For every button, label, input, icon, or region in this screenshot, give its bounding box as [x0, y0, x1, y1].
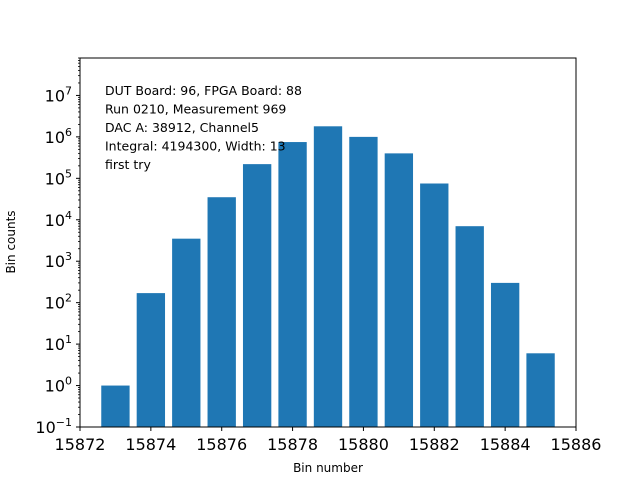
y-tick-label: 107 — [45, 84, 72, 105]
bar — [172, 238, 201, 427]
x-tick-label: 15882 — [409, 435, 460, 454]
y-tick-label: 10−1 — [35, 416, 72, 437]
x-tick-label: 15872 — [55, 435, 106, 454]
bar — [207, 197, 236, 427]
y-axis-ticks: 10−1 100 101 102 103 104 105 106 107 — [35, 57, 80, 437]
y-tick-label: 103 — [45, 250, 72, 271]
y-tick-label: 100 — [45, 375, 72, 396]
y-axis-label: Bin counts — [4, 210, 18, 273]
annotation-line: first try — [105, 157, 151, 172]
annotation-line: DAC A: 38912, Channel5 — [105, 120, 259, 135]
y-tick-label: 106 — [45, 126, 72, 147]
x-axis-ticks: 15872 15874 15876 15878 15880 15882 15884 15886 — [55, 427, 602, 454]
y-tick-label: 105 — [45, 167, 72, 188]
plot-frame — [79, 57, 577, 428]
bar — [278, 142, 307, 428]
bars-group — [101, 126, 555, 428]
x-tick-label: 15884 — [480, 435, 531, 454]
bar — [490, 282, 520, 427]
annotation-line: Integral: 4194300, Width: 13 — [105, 139, 286, 154]
annotation-text-block: DUT Board: 96, FPGA Board: 88 Run 0210, M… — [105, 83, 302, 172]
y-tick-label: 101 — [45, 333, 72, 354]
annotation-line: DUT Board: 96, FPGA Board: 88 — [105, 83, 302, 98]
bar — [455, 226, 484, 427]
y-tick-label: 102 — [45, 292, 72, 313]
y-tick-label: 104 — [45, 209, 72, 230]
x-tick-label: 15886 — [551, 435, 602, 454]
bar — [526, 353, 555, 427]
bar — [313, 126, 343, 428]
x-axis-label: Bin number — [293, 461, 363, 475]
x-tick-label: 15876 — [196, 435, 247, 454]
bar — [384, 153, 414, 427]
bar — [242, 164, 272, 427]
bar — [136, 293, 166, 427]
x-tick-label: 15878 — [267, 435, 318, 454]
bar — [349, 136, 378, 427]
x-tick-label: 15880 — [338, 435, 389, 454]
annotation-line: Run 0210, Measurement 969 — [105, 102, 286, 117]
bar — [101, 385, 130, 427]
bar — [420, 183, 449, 427]
x-tick-label: 15874 — [125, 435, 176, 454]
